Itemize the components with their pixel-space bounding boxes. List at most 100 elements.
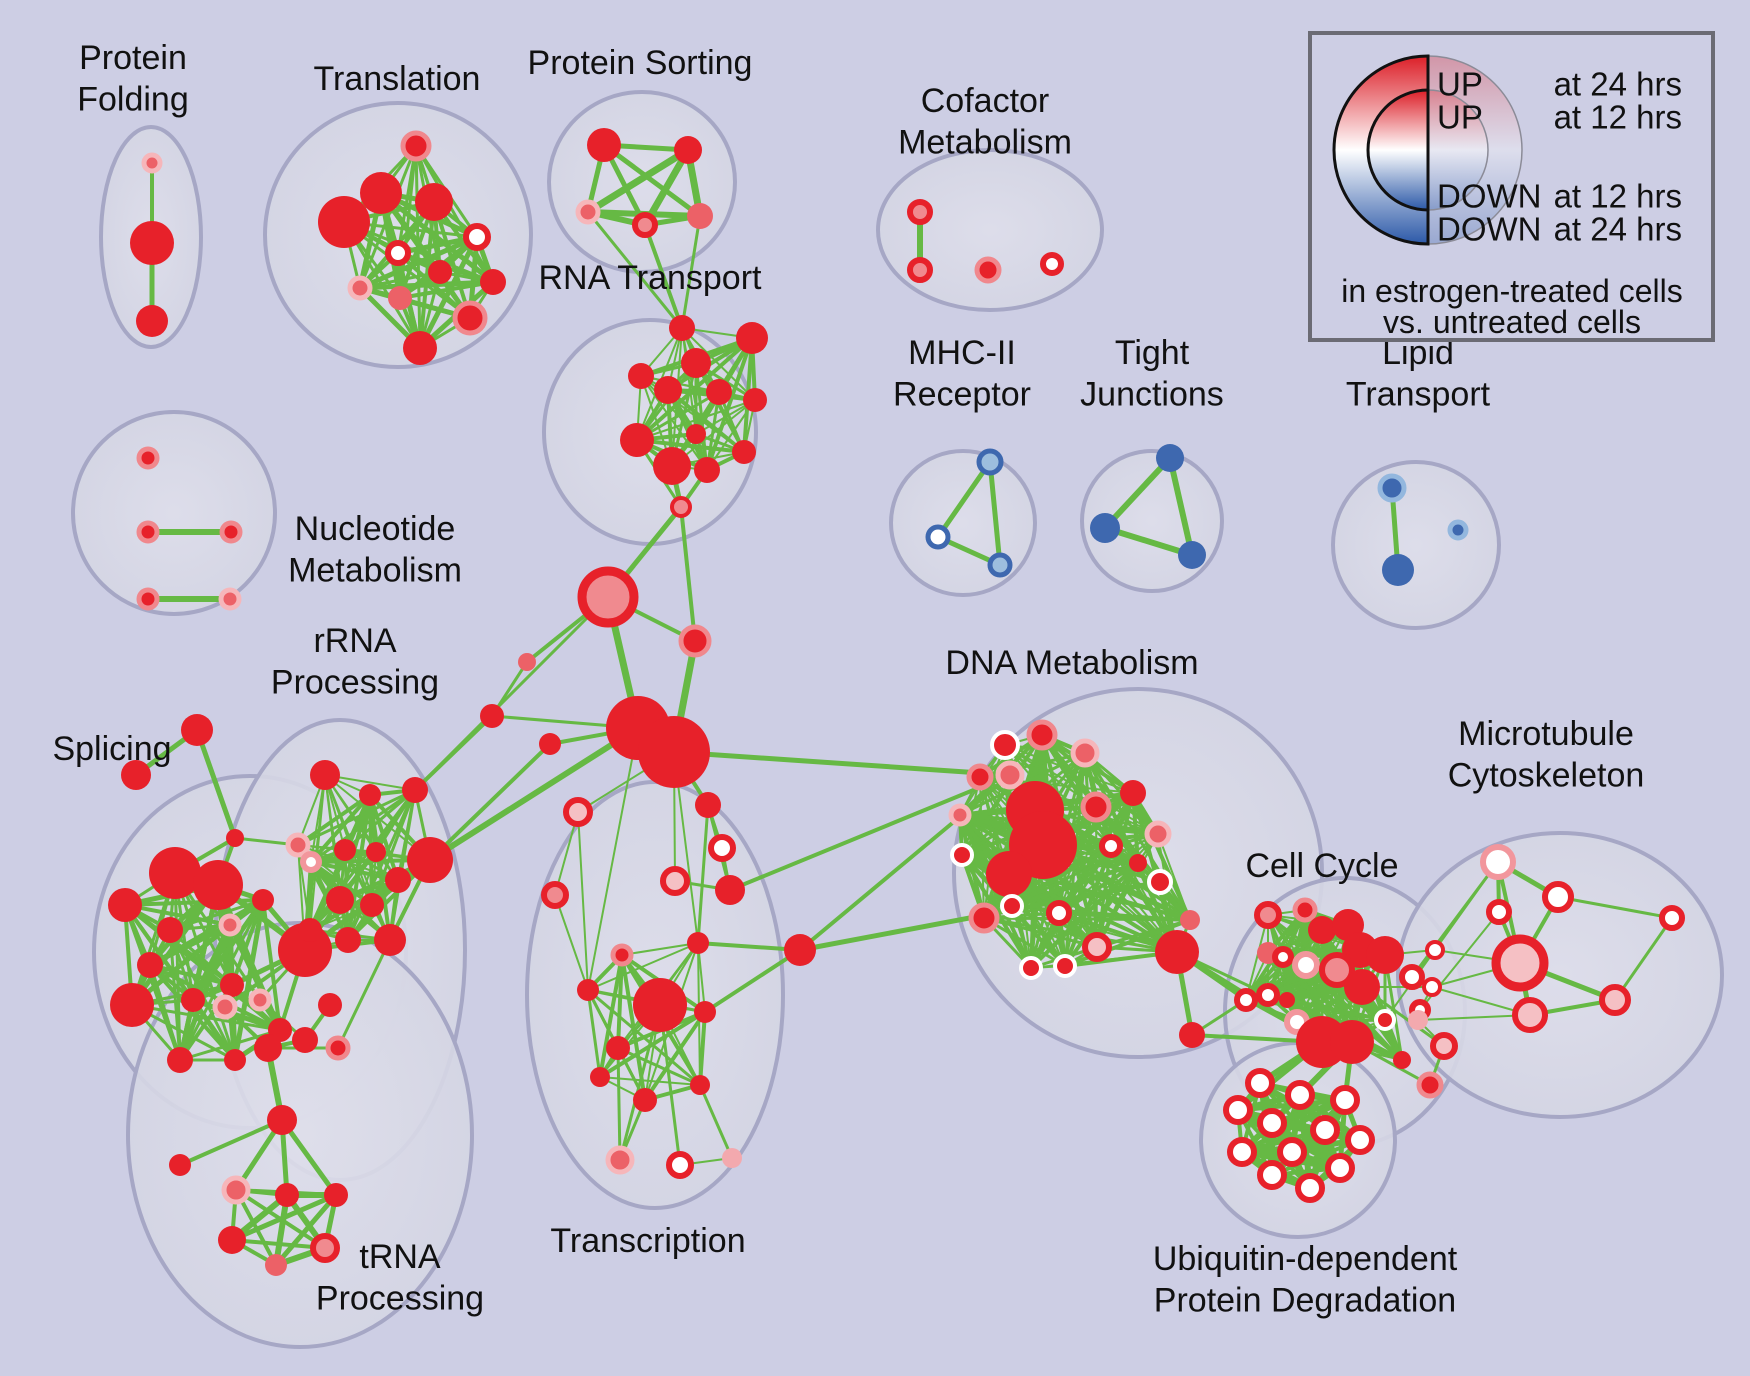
node-ub2 (1285, 1080, 1315, 1110)
node-c1 (670, 496, 692, 518)
mesh-edge (347, 851, 377, 941)
mesh-edge (123, 903, 232, 927)
node-c12 (715, 875, 745, 905)
node-ub6 (1310, 1115, 1340, 1145)
edge (935, 459, 993, 540)
node-tr5 (463, 223, 491, 251)
label-cofactor: Cofactor Metabolism (898, 82, 1072, 161)
node-tn9 (218, 1226, 246, 1254)
node-cf4 (1040, 252, 1064, 276)
node-cc12 (1256, 983, 1280, 1007)
edge (279, 1117, 339, 1198)
node-dn8 (1120, 780, 1146, 806)
node-ps2 (674, 136, 702, 164)
node-sp3 (108, 888, 142, 922)
node-r3 (402, 777, 428, 803)
node-rt12 (732, 440, 756, 464)
node-pf1 (141, 152, 163, 174)
node-mh2 (925, 524, 951, 550)
node-dn23 (1180, 910, 1200, 930)
node-tn8 (324, 1183, 348, 1207)
node-c9 (695, 792, 721, 818)
node-ps1 (587, 128, 621, 162)
node-sp2 (193, 860, 243, 910)
edge (728, 773, 1012, 892)
edge (671, 749, 1013, 778)
node-tr2 (360, 172, 402, 214)
label-trna: tRNA Processing (316, 1238, 484, 1317)
mesh-edge (635, 438, 746, 454)
mesh-edge (1285, 998, 1387, 1022)
node-mt2 (1542, 881, 1574, 913)
mesh-edge (357, 279, 496, 291)
node-cc3 (1308, 916, 1336, 944)
node-tx4 (633, 978, 687, 1032)
node-tr7 (428, 260, 452, 284)
node-ub12 (1295, 1173, 1325, 1203)
label-protein-sorting: Protein Sorting (528, 44, 753, 82)
mesh-edge (1157, 833, 1191, 921)
node-sp9 (220, 973, 244, 997)
mesh-edge (598, 953, 624, 1079)
edge (987, 459, 1003, 568)
label-translation: Translation (314, 60, 481, 98)
edge (616, 1046, 622, 1162)
node-tn11 (265, 1254, 287, 1276)
node-ub10 (1325, 1153, 1355, 1183)
node-cc2 (1292, 897, 1318, 923)
mesh-edge (190, 897, 266, 1003)
node-c4 (539, 733, 561, 755)
node-ps5 (687, 203, 713, 229)
node-cc17 (1330, 1020, 1374, 1064)
node-pf3 (136, 305, 168, 337)
edge (178, 1118, 284, 1167)
node-mt8 (1512, 997, 1548, 1033)
node-tr9 (388, 286, 412, 310)
node-dn7 (1080, 791, 1112, 823)
node-tx9 (633, 1088, 657, 1112)
mesh-edge (621, 942, 699, 956)
node-r16 (318, 993, 342, 1017)
node-tn6 (221, 1175, 251, 1205)
mesh-edge (587, 942, 699, 991)
node-mt3 (1486, 899, 1512, 925)
node-sp6 (137, 952, 163, 978)
legend-direction-0: UP (1437, 66, 1483, 103)
edge (703, 948, 802, 1014)
edge (679, 505, 697, 643)
node-tr11 (403, 331, 437, 365)
node-c2 (577, 566, 639, 628)
mesh-edge (309, 793, 372, 864)
node-cc13 (1234, 988, 1258, 1012)
node-rt4 (628, 363, 654, 389)
node-tx13 (722, 1148, 742, 1168)
node-ub5 (1257, 1108, 1287, 1138)
node-c11 (660, 866, 690, 896)
node-sp13 (252, 889, 274, 911)
node-cc21 (1430, 1032, 1458, 1060)
edge (554, 894, 589, 991)
node-ps4 (632, 212, 658, 238)
node-cc18 (1374, 1009, 1396, 1031)
label-rna-transport: RNA Transport (539, 259, 763, 297)
node-tn5 (169, 1154, 191, 1176)
node-dn4 (966, 763, 994, 791)
node-rt1 (669, 315, 695, 341)
node-rt8 (620, 423, 654, 457)
mesh-edge (309, 788, 417, 864)
node-sp10 (167, 1047, 193, 1073)
node-sp4 (157, 917, 183, 943)
label-ubiquitin: Ubiquitin-dependent Protein Degradation (1153, 1240, 1458, 1319)
edge (428, 742, 552, 862)
mesh-edge (697, 942, 706, 1013)
node-tr8 (347, 275, 373, 301)
node-tr3 (415, 183, 453, 221)
mesh-edge (616, 1046, 702, 1087)
node-tx1 (687, 932, 709, 954)
node-r6 (334, 839, 356, 861)
mesh-edge (230, 1238, 327, 1250)
mesh-edge (698, 1010, 707, 1087)
label-rrna: rRNA Processing (271, 622, 439, 701)
